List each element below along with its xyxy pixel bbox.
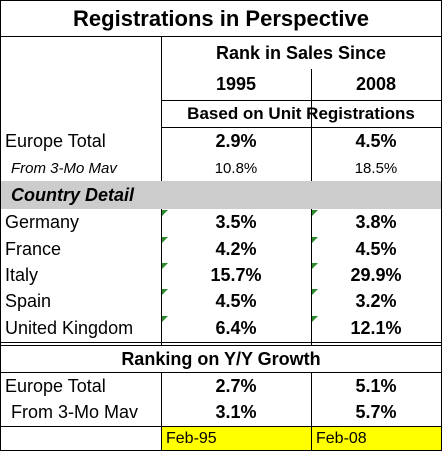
- divider: [1, 372, 441, 373]
- year-header-row: 1995 2008: [1, 69, 441, 100]
- rank-header-label: Rank in Sales Since: [215, 42, 387, 63]
- country-detail-band: Country Detail: [1, 181, 441, 209]
- column-divider: [311, 373, 312, 450]
- comment-marker-icon: [312, 237, 318, 243]
- value-1995: 2.9%: [215, 131, 257, 151]
- comment-marker-icon: [162, 289, 168, 295]
- growth-header-label: Ranking on Y/Y Growth: [121, 348, 321, 369]
- divider: [161, 100, 441, 101]
- footer-date-1995: Feb-95: [162, 427, 311, 450]
- value-2008: 5.7%: [355, 402, 397, 422]
- growth-header-row: Ranking on Y/Y Growth: [1, 346, 441, 372]
- divider: [1, 426, 441, 427]
- comment-marker-icon: [162, 210, 168, 216]
- comment-marker-icon: [312, 210, 318, 216]
- column-divider: [161, 373, 162, 450]
- europe-total-row: Europe Total 2.9% 4.5%: [1, 128, 441, 155]
- comment-marker-icon: [312, 263, 318, 269]
- value-1995: 3.1%: [215, 402, 257, 422]
- growth-europe-row: Europe Total 2.7% 5.1%: [1, 373, 441, 399]
- country-label: France: [5, 238, 62, 259]
- footer-row: Feb-95 Feb-08: [1, 427, 441, 450]
- value-2008: 3.8%: [355, 212, 397, 232]
- year-2008: 2008: [355, 74, 397, 94]
- value-1995: 10.8%: [214, 159, 258, 177]
- country-label: Spain: [5, 291, 52, 311]
- value-1995: 2.7%: [215, 375, 257, 396]
- value-1995: 3.5%: [215, 212, 257, 232]
- column-divider: [311, 209, 312, 346]
- country-label: Germany: [5, 212, 80, 232]
- comment-marker-icon: [162, 316, 168, 322]
- country-label: Italy: [5, 264, 39, 285]
- value-2008: 18.5%: [354, 159, 398, 177]
- value-2008: 29.9%: [350, 264, 402, 285]
- divider: [1, 36, 441, 37]
- value-2008: 3.2%: [355, 291, 397, 311]
- comment-marker-icon: [162, 237, 168, 243]
- basis-row: Based on Unit Registrations: [1, 101, 441, 127]
- column-divider: [311, 69, 312, 181]
- value-1995: 4.5%: [215, 291, 257, 311]
- value-1995: 15.7%: [210, 264, 262, 285]
- europe-mav-row: From 3-Mo Mav 10.8% 18.5%: [1, 155, 441, 181]
- value-2008: 5.1%: [355, 375, 397, 396]
- row-label: Europe Total: [5, 375, 106, 396]
- growth-mav-row: From 3-Mo Mav 3.1% 5.7%: [1, 399, 441, 426]
- divider: [1, 342, 441, 343]
- table-row: France 4.2% 4.5%: [1, 236, 441, 262]
- column-divider: [161, 209, 162, 346]
- row-label: From 3-Mo Mav: [11, 159, 117, 177]
- value-1995: 4.2%: [215, 238, 257, 259]
- row-label: Europe Total: [5, 131, 106, 151]
- table-row: Spain 4.5% 3.2%: [1, 288, 441, 315]
- value-2008: 4.5%: [355, 238, 397, 259]
- title-row: Registrations in Perspective: [1, 1, 441, 36]
- table-title: Registrations in Perspective: [73, 5, 369, 31]
- rank-header-row: Rank in Sales Since: [1, 37, 441, 69]
- table-row: Italy 15.7% 29.9%: [1, 262, 441, 288]
- footer-date-2008: Feb-08: [312, 427, 441, 450]
- comment-marker-icon: [312, 289, 318, 295]
- divider: [161, 127, 441, 128]
- country-label: United Kingdom: [5, 318, 134, 338]
- year-1995: 1995: [215, 74, 257, 94]
- country-detail-label: Country Detail: [11, 184, 135, 205]
- comment-marker-icon: [312, 316, 318, 322]
- table-row: United Kingdom 6.4% 12.1%: [1, 315, 441, 342]
- table-row: Germany 3.5% 3.8%: [1, 209, 441, 236]
- value-2008: 12.1%: [350, 318, 402, 338]
- comment-marker-icon: [162, 263, 168, 269]
- divider: [1, 345, 441, 346]
- value-2008: 4.5%: [355, 131, 397, 151]
- value-1995: 6.4%: [215, 318, 257, 338]
- basis-label: Based on Unit Registrations: [187, 104, 415, 123]
- column-divider: [161, 37, 162, 181]
- row-label: From 3-Mo Mav: [11, 402, 139, 422]
